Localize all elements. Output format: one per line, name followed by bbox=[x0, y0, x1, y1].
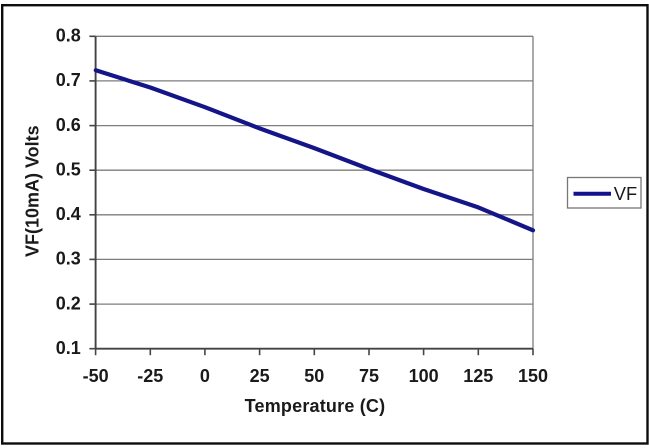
svg-text:Temperature (C): Temperature (C) bbox=[245, 396, 386, 416]
svg-text:-25: -25 bbox=[137, 366, 163, 386]
svg-text:25: 25 bbox=[250, 366, 270, 386]
svg-text:150: 150 bbox=[518, 366, 548, 386]
svg-text:-50: -50 bbox=[83, 366, 109, 386]
svg-text:0.2: 0.2 bbox=[56, 293, 81, 313]
svg-text:0.4: 0.4 bbox=[56, 204, 81, 224]
svg-text:0.8: 0.8 bbox=[56, 26, 81, 46]
svg-text:125: 125 bbox=[463, 366, 493, 386]
svg-text:0.7: 0.7 bbox=[56, 70, 81, 90]
svg-text:75: 75 bbox=[359, 366, 379, 386]
svg-text:VF: VF bbox=[614, 183, 637, 204]
svg-text:50: 50 bbox=[304, 366, 324, 386]
svg-text:0.6: 0.6 bbox=[56, 115, 81, 135]
svg-text:0: 0 bbox=[200, 366, 210, 386]
svg-text:VF(10mA) Volts: VF(10mA) Volts bbox=[23, 125, 43, 257]
svg-text:100: 100 bbox=[409, 366, 439, 386]
svg-text:0.5: 0.5 bbox=[56, 159, 81, 179]
svg-text:0.1: 0.1 bbox=[56, 338, 81, 358]
svg-text:0.3: 0.3 bbox=[56, 249, 81, 269]
